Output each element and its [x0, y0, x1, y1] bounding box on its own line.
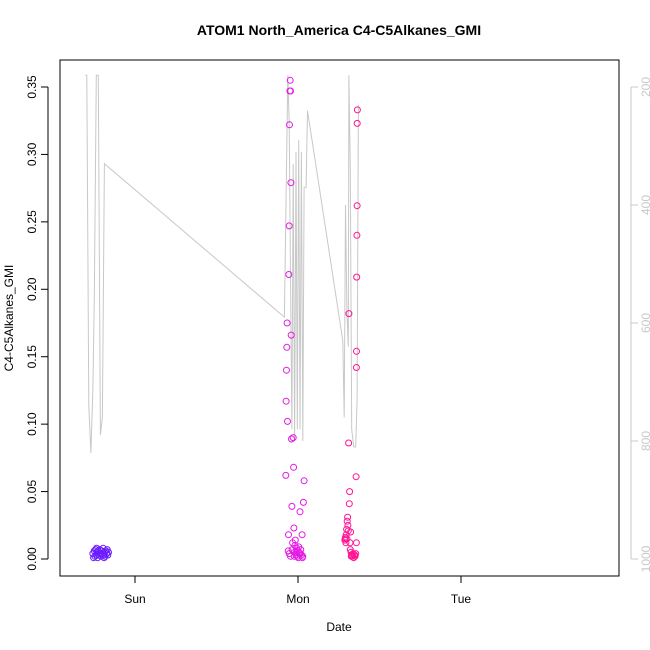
points-layer [89, 76, 361, 562]
data-point [353, 106, 361, 114]
chart-title: ATOM1 North_America C4-C5Alkanes_GMI [197, 22, 481, 38]
data-point [288, 502, 296, 510]
data-point [344, 513, 352, 521]
data-point [345, 500, 353, 508]
data-point [286, 121, 293, 129]
data-point [290, 463, 298, 471]
x-tick-label: Tue [451, 592, 472, 606]
data-point [343, 517, 351, 525]
x-axis-label: Date [326, 620, 352, 634]
y2-tick-label: 400 [639, 195, 650, 215]
y-tick-label: 0.00 [25, 547, 39, 571]
y-tick-label: 0.30 [25, 142, 39, 166]
y2-tick-label: 800 [639, 431, 650, 451]
x-tick-label: Mon [286, 592, 309, 606]
data-point [282, 471, 290, 479]
y2-tick-label: 1000 [639, 545, 650, 572]
y-tick-label: 0.15 [25, 345, 39, 369]
y-tick-label: 0.35 [25, 75, 39, 99]
data-point [291, 536, 299, 544]
data-point [347, 552, 355, 560]
data-point [345, 439, 353, 447]
y2-axis: 200 400 600 800 1000 [630, 77, 650, 572]
data-point [290, 552, 298, 560]
data-point [290, 524, 298, 532]
data-point [353, 273, 361, 281]
data-point [353, 119, 361, 127]
data-point [299, 498, 307, 506]
data-point [298, 554, 306, 562]
data-point [282, 397, 290, 405]
data-point [283, 319, 291, 327]
data-point [352, 364, 360, 371]
data-point [283, 343, 291, 351]
data-point [353, 231, 361, 239]
data-point [344, 521, 352, 529]
data-point [351, 551, 359, 559]
data-point [296, 550, 304, 558]
y2-tick-label: 600 [639, 313, 650, 333]
data-point [287, 179, 295, 187]
data-point [296, 508, 304, 516]
y-tick-label: 0.25 [25, 210, 39, 234]
x-tick-label: Sun [124, 592, 145, 606]
y-tick-label: 0.10 [25, 412, 39, 436]
data-point [100, 554, 108, 562]
data-point [342, 539, 350, 547]
data-point [284, 417, 291, 425]
y-tick-label: 0.05 [25, 480, 39, 504]
data-point [285, 531, 292, 539]
y-tick-label: 0.20 [25, 277, 39, 301]
data-point [352, 473, 360, 481]
data-point [341, 535, 349, 543]
data-point [287, 552, 294, 560]
data-point [347, 528, 355, 536]
data-point [93, 544, 101, 552]
data-point [353, 202, 361, 210]
y2-tick-label: 200 [639, 77, 650, 97]
data-point [105, 548, 112, 556]
data-point [288, 435, 295, 443]
data-point [298, 531, 306, 539]
data-point [300, 477, 308, 485]
data-point [286, 76, 294, 84]
data-point [352, 539, 360, 547]
data-point [287, 331, 295, 339]
data-point [346, 488, 354, 496]
data-point [285, 271, 293, 278]
data-point [285, 222, 293, 230]
pressure-line-layer [85, 74, 359, 453]
data-point [294, 554, 302, 562]
data-point [289, 434, 297, 442]
data-point [287, 87, 294, 95]
y-axis: 0.00 0.05 0.10 0.15 0.20 0.25 0.30 0.35 [25, 75, 49, 571]
y-axis-label: C4-C5Alkanes_GMI [2, 265, 16, 372]
data-point [353, 347, 360, 355]
x-axis: Sun Mon Tue [124, 575, 472, 606]
data-point [291, 542, 299, 549]
data-point [345, 310, 353, 318]
data-point [283, 366, 290, 374]
data-point [90, 554, 98, 562]
pressure-line [85, 74, 359, 453]
